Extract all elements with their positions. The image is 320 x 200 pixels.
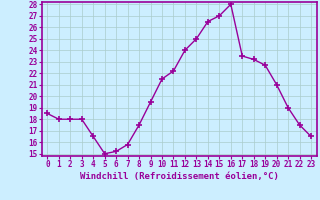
- X-axis label: Windchill (Refroidissement éolien,°C): Windchill (Refroidissement éolien,°C): [80, 172, 279, 181]
